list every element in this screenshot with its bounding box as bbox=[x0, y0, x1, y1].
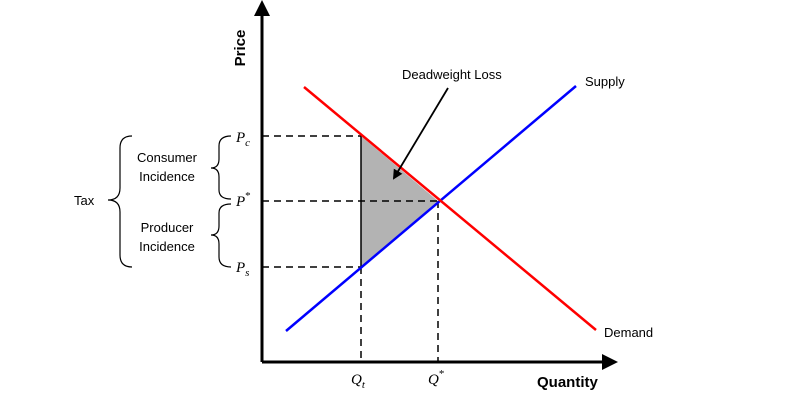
deadweight-loss-label: Deadweight Loss bbox=[402, 67, 502, 82]
y-axis-arrowhead bbox=[254, 0, 270, 16]
producer-incidence-brace bbox=[210, 203, 232, 268]
qt-label: Qt bbox=[351, 372, 366, 391]
ps-label: Ps bbox=[235, 260, 249, 279]
demand-label: Demand bbox=[604, 325, 653, 340]
pc-label: Pc bbox=[235, 130, 250, 149]
consumer-incidence-brace bbox=[210, 135, 232, 200]
demand-curve bbox=[303, 86, 597, 331]
consumer-incidence-label-2: Incidence bbox=[139, 169, 195, 184]
deadweight-loss-arrow bbox=[392, 87, 449, 180]
y-axis-title: Price bbox=[232, 30, 249, 67]
qstar-label: Q* bbox=[428, 368, 444, 388]
supply-curve bbox=[285, 85, 577, 332]
x-axis-title: Quantity bbox=[537, 374, 598, 391]
pstar-label: P* bbox=[235, 190, 251, 210]
consumer-incidence-label: Consumer bbox=[137, 150, 198, 165]
supply-label: Supply bbox=[585, 74, 625, 89]
producer-incidence-label: Producer bbox=[141, 220, 194, 235]
tax-brace bbox=[107, 135, 133, 268]
producer-incidence-label-2: Incidence bbox=[139, 239, 195, 254]
tax-label: Tax bbox=[74, 193, 95, 208]
x-axis-arrowhead bbox=[602, 354, 618, 370]
